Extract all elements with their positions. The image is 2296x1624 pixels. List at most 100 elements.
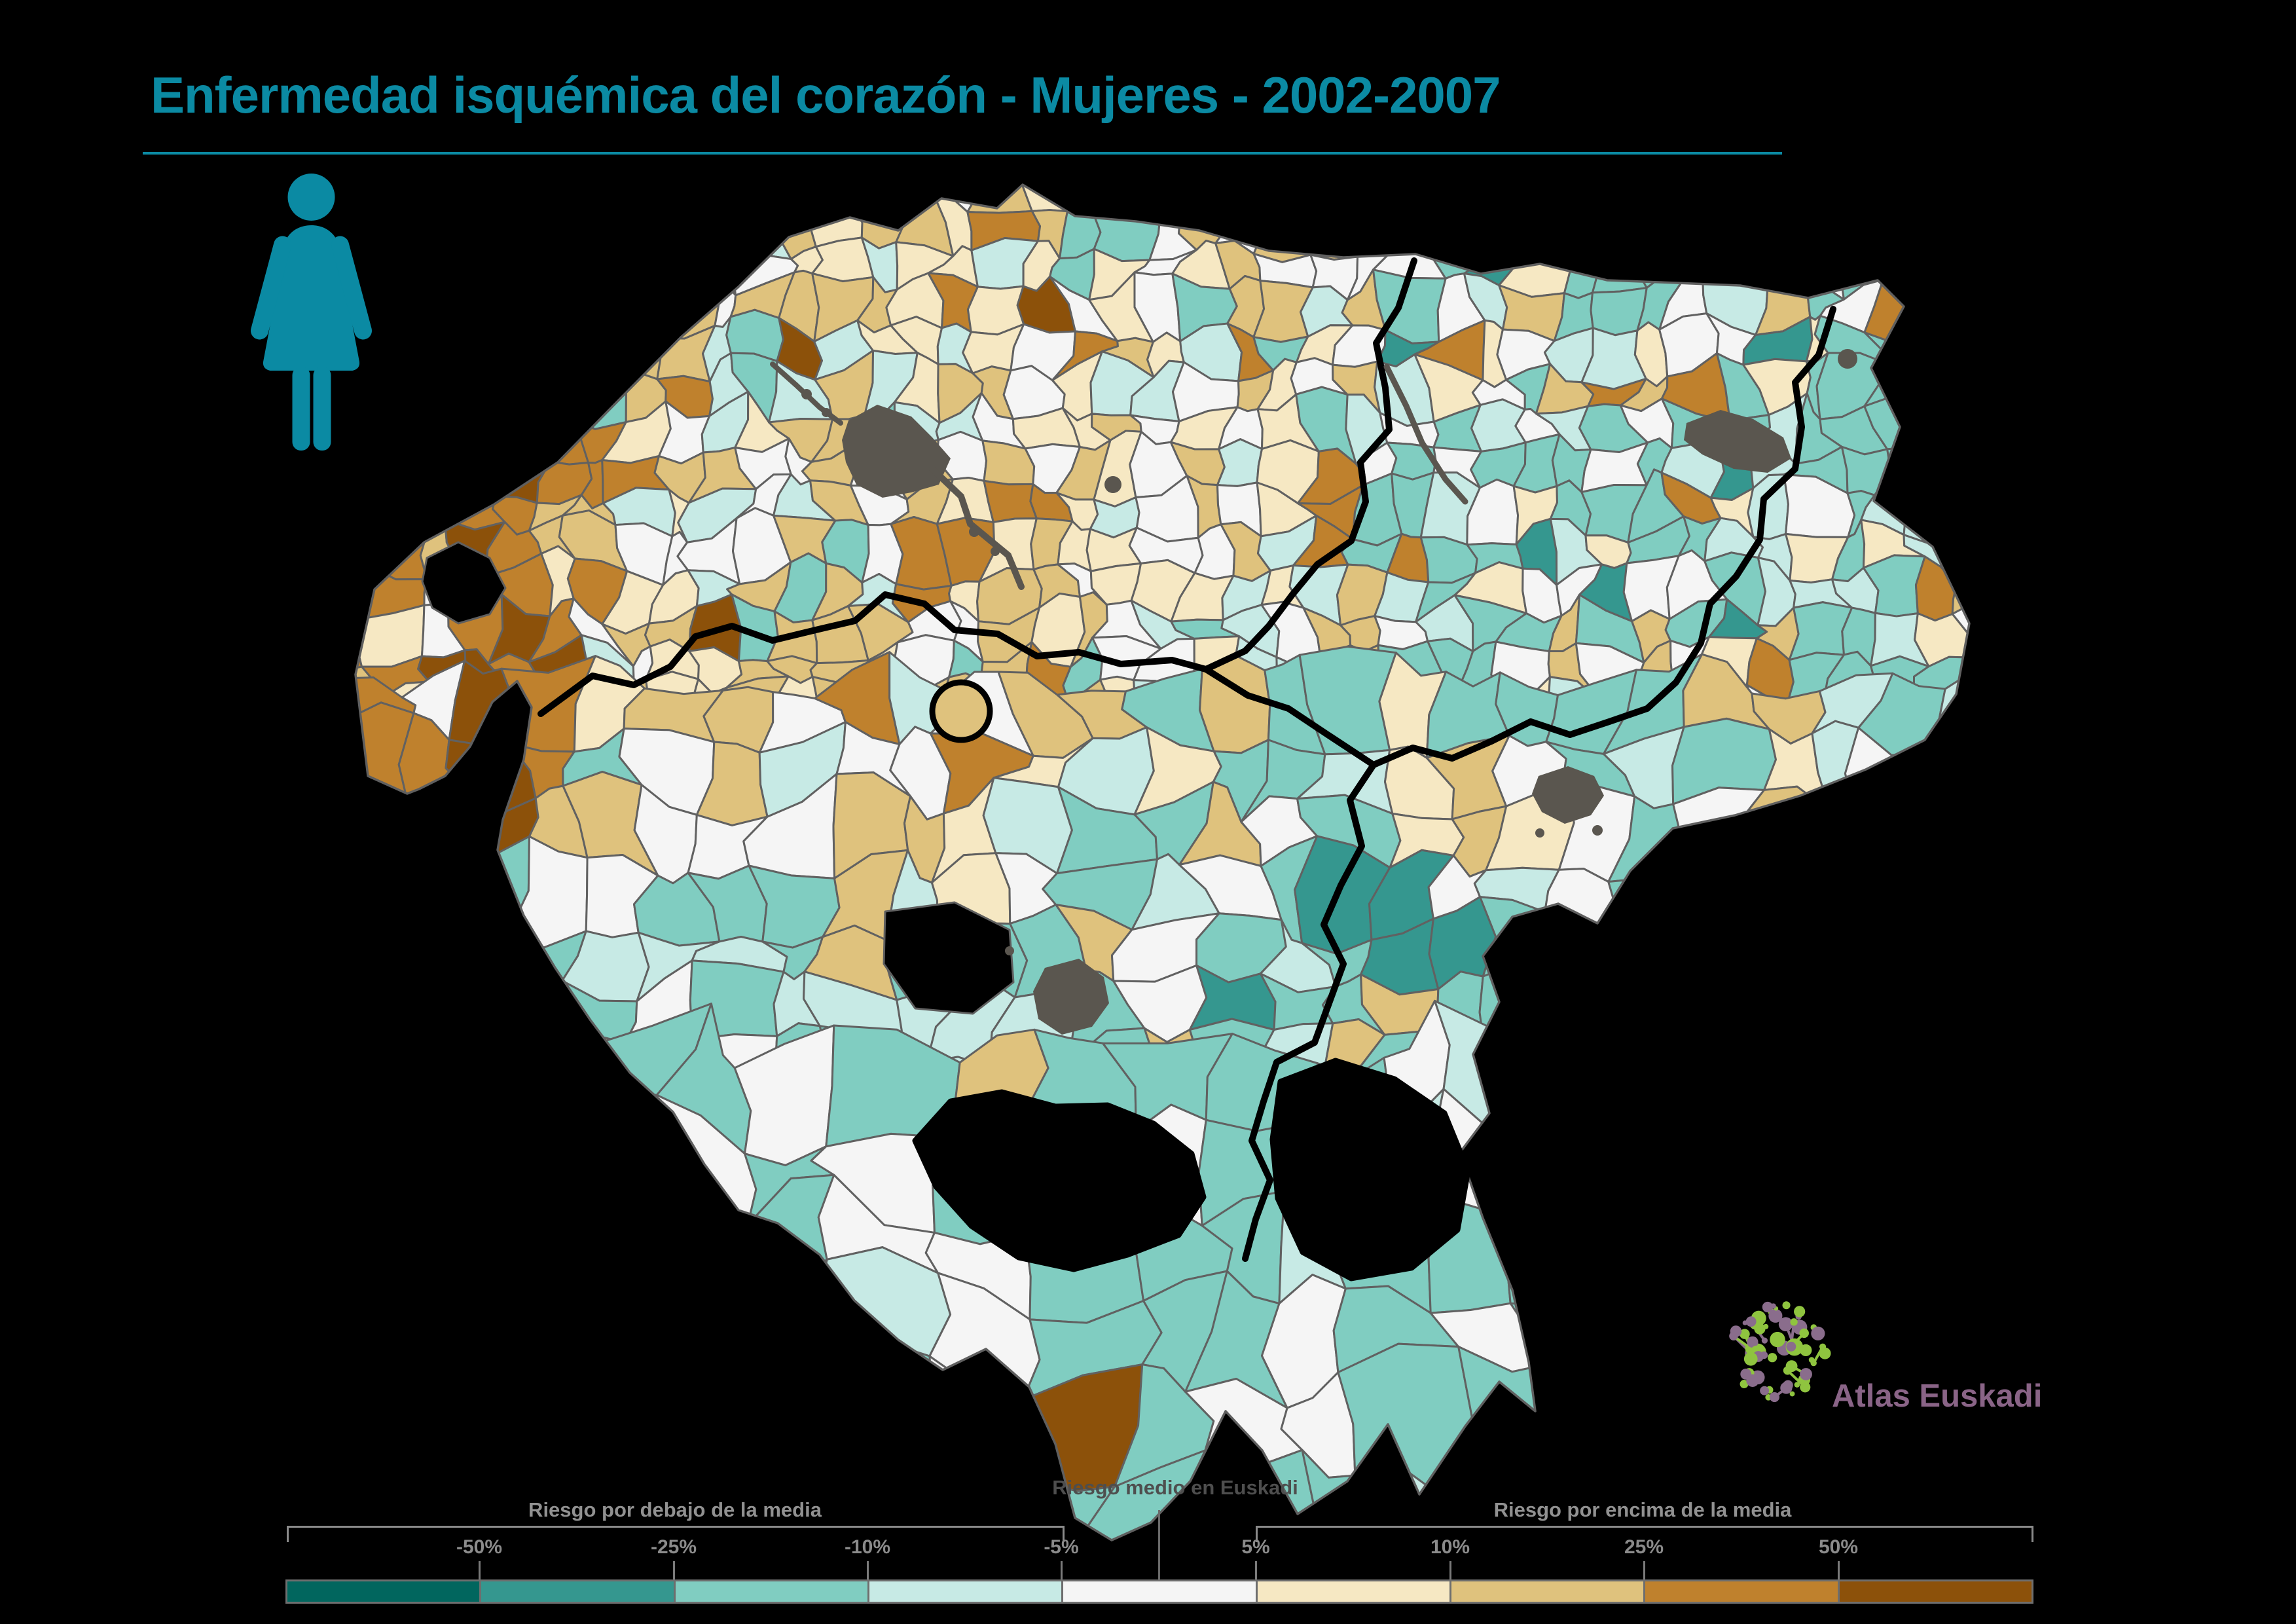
municipality (1904, 291, 1959, 341)
municipality (1136, 185, 1182, 218)
municipality (1912, 390, 1962, 462)
municipality (1797, 959, 1894, 1075)
municipality (483, 1044, 608, 1124)
municipality (395, 1176, 534, 1334)
municipality (619, 269, 670, 344)
municipality (401, 194, 449, 259)
municipality (1524, 1522, 1640, 1540)
municipality (1591, 237, 1648, 294)
municipality (487, 343, 545, 422)
municipality (1878, 1054, 1923, 1101)
municipality (568, 248, 634, 289)
logo-dot (1790, 1318, 1798, 1326)
municipality (488, 1176, 592, 1322)
municipality (1469, 185, 1535, 216)
logo-dot (1810, 1359, 1817, 1367)
municipality (1704, 185, 1764, 210)
municipality (1695, 1343, 1794, 1467)
municipality (1914, 555, 1958, 622)
municipality (454, 1012, 542, 1127)
logo-dot (1743, 1352, 1758, 1366)
municipality (930, 1569, 1044, 1624)
region-coastline (354, 183, 1971, 1541)
municipality (378, 270, 419, 336)
municipality (520, 320, 584, 382)
municipality (1188, 1559, 1316, 1624)
municipality (684, 1366, 791, 1496)
municipality (1517, 196, 1567, 254)
municipality (445, 739, 537, 813)
municipality (1955, 525, 1969, 585)
municipality (407, 1051, 514, 1124)
municipality (1867, 895, 1934, 997)
municipality (1734, 959, 1821, 1063)
municipality (1865, 192, 1921, 262)
municipality (702, 185, 746, 212)
municipality (1544, 911, 1627, 988)
municipality (416, 309, 471, 366)
municipality (1665, 231, 1721, 278)
atlas-euskadi-logo-text: Atlas Euskadi (1832, 1378, 2043, 1414)
municipality (355, 960, 420, 1041)
municipality (1938, 1006, 1969, 1132)
municipality (590, 1539, 706, 1540)
municipality (659, 1216, 759, 1307)
woman-right-arm (331, 236, 372, 340)
municipality (572, 185, 622, 219)
municipality (1558, 237, 1599, 299)
municipality (355, 604, 426, 668)
municipality (648, 191, 708, 255)
municipality (1678, 1041, 1763, 1119)
municipality (355, 904, 413, 1001)
municipality (684, 1473, 797, 1540)
municipality (1216, 438, 1264, 487)
municipality (355, 1454, 437, 1536)
municipality (1865, 1457, 1969, 1540)
logo-dot (1745, 1316, 1757, 1327)
municipality (1600, 1268, 1726, 1376)
municipality (1855, 809, 1950, 869)
municipality (1558, 205, 1594, 258)
logo-dot (1785, 1360, 1798, 1373)
title-underline (143, 152, 1782, 155)
municipality (483, 394, 551, 463)
municipality (1948, 1097, 1969, 1223)
municipality (1857, 1086, 1969, 1240)
municipality (355, 1102, 410, 1232)
municipality (381, 439, 414, 502)
logo-dot (1762, 1301, 1774, 1313)
municipality (1956, 311, 1969, 391)
province-border-alava-navarra (1242, 762, 1377, 1262)
municipality (602, 191, 674, 260)
municipality (534, 355, 574, 422)
municipality (1219, 185, 1269, 221)
municipality (1916, 890, 1969, 1005)
municipality (648, 185, 713, 212)
municipality (1535, 1098, 1635, 1238)
municipality (1632, 1362, 1721, 1466)
municipality (848, 1522, 956, 1540)
municipality (1916, 847, 1969, 915)
logo-dot (1768, 1353, 1777, 1363)
woman-right-leg (313, 367, 331, 451)
municipality (355, 534, 388, 565)
municipality (1912, 379, 1969, 405)
page-title: Enfermedad isquémica del corazón - Mujer… (151, 66, 1501, 124)
municipality (558, 362, 627, 430)
municipality (401, 270, 462, 336)
municipality (1760, 225, 1808, 292)
municipality (1908, 192, 1969, 262)
municipality (1688, 1524, 1827, 1540)
municipality (1806, 1192, 1888, 1318)
urban-dot (822, 408, 831, 417)
logo-dot (1786, 1341, 1796, 1352)
municipality (1944, 472, 1969, 538)
province-border-bizkaia-gipuzkoa (1203, 257, 1417, 673)
municipality (481, 200, 546, 261)
municipality (355, 1526, 452, 1540)
municipality (1352, 194, 1404, 258)
municipality (983, 479, 1038, 523)
municipality (417, 1314, 541, 1416)
municipality (1334, 185, 1394, 206)
municipality (1021, 185, 1079, 213)
